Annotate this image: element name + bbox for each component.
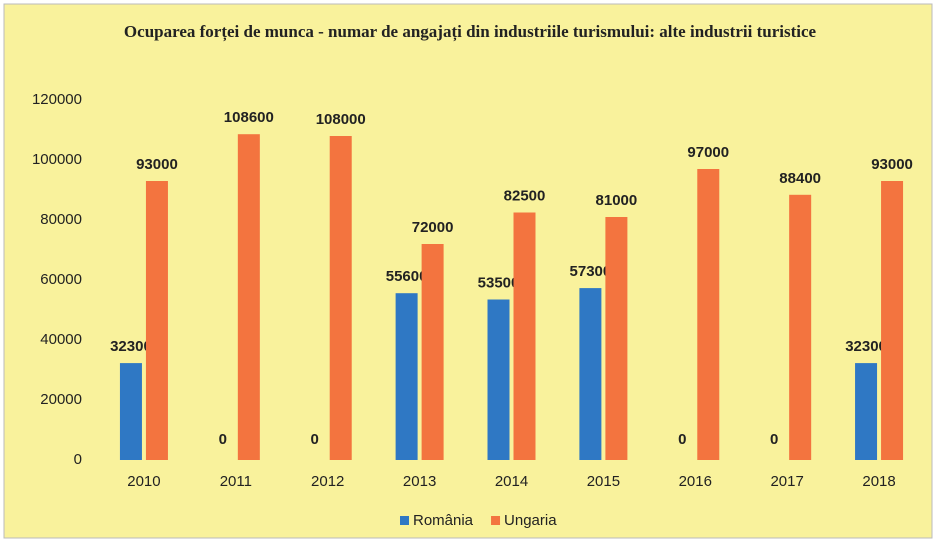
data-label: 32300	[110, 338, 152, 355]
data-label: 57300	[570, 263, 612, 280]
bar	[145, 181, 168, 460]
chart-title: Ocuparea forței de munca - numar de anga…	[123, 22, 817, 41]
data-label: 108000	[316, 111, 366, 128]
bar	[855, 363, 878, 460]
data-label: 0	[219, 431, 227, 448]
data-label: 0	[311, 431, 319, 448]
bar	[421, 244, 444, 460]
bar	[237, 134, 260, 460]
data-label: 82500	[504, 187, 546, 204]
data-label: 72000	[412, 219, 454, 236]
bar	[487, 299, 510, 460]
x-tick-label: 2012	[311, 473, 344, 490]
bar	[513, 212, 536, 460]
data-label: 97000	[687, 144, 729, 161]
x-tick-label: 2011	[220, 473, 252, 490]
y-tick-label: 20000	[40, 391, 82, 408]
x-tick-label: 2018	[862, 473, 895, 490]
legend-swatch	[400, 516, 409, 525]
y-tick-label: 120000	[32, 91, 82, 108]
bar	[881, 181, 904, 460]
bar	[395, 293, 418, 460]
legend-label: Ungaria	[504, 512, 557, 529]
data-label: 55600	[386, 268, 428, 285]
x-tick-label: 2014	[495, 473, 528, 490]
x-tick-label: 2013	[403, 473, 436, 490]
x-tick-label: 2016	[679, 473, 712, 490]
data-label: 53500	[478, 274, 520, 291]
data-label: 108600	[224, 109, 274, 126]
data-label: 0	[770, 431, 778, 448]
bar	[789, 194, 812, 461]
y-tick-label: 80000	[40, 211, 82, 228]
data-label: 93000	[871, 156, 913, 173]
x-tick-label: 2017	[770, 473, 803, 490]
legend-swatch	[491, 516, 501, 525]
data-label: 0	[678, 431, 686, 448]
y-tick-label: 60000	[40, 271, 82, 288]
legend-label: România	[413, 512, 474, 529]
bar	[605, 217, 628, 460]
y-tick-label: 0	[74, 451, 82, 468]
bar	[697, 169, 720, 460]
data-label: 93000	[136, 156, 178, 173]
bar	[579, 288, 602, 460]
title-box: Ocuparea forței de munca - numar de anga…	[123, 22, 817, 41]
data-label: 88400	[779, 170, 821, 187]
y-tick-label: 100000	[32, 151, 82, 168]
bar	[329, 136, 352, 460]
x-tick-label: 2015	[587, 473, 620, 490]
bar	[119, 363, 142, 460]
y-tick-label: 40000	[40, 331, 82, 348]
data-label: 32300	[845, 338, 887, 355]
data-label: 81000	[596, 192, 638, 209]
x-tick-label: 2010	[127, 473, 160, 490]
